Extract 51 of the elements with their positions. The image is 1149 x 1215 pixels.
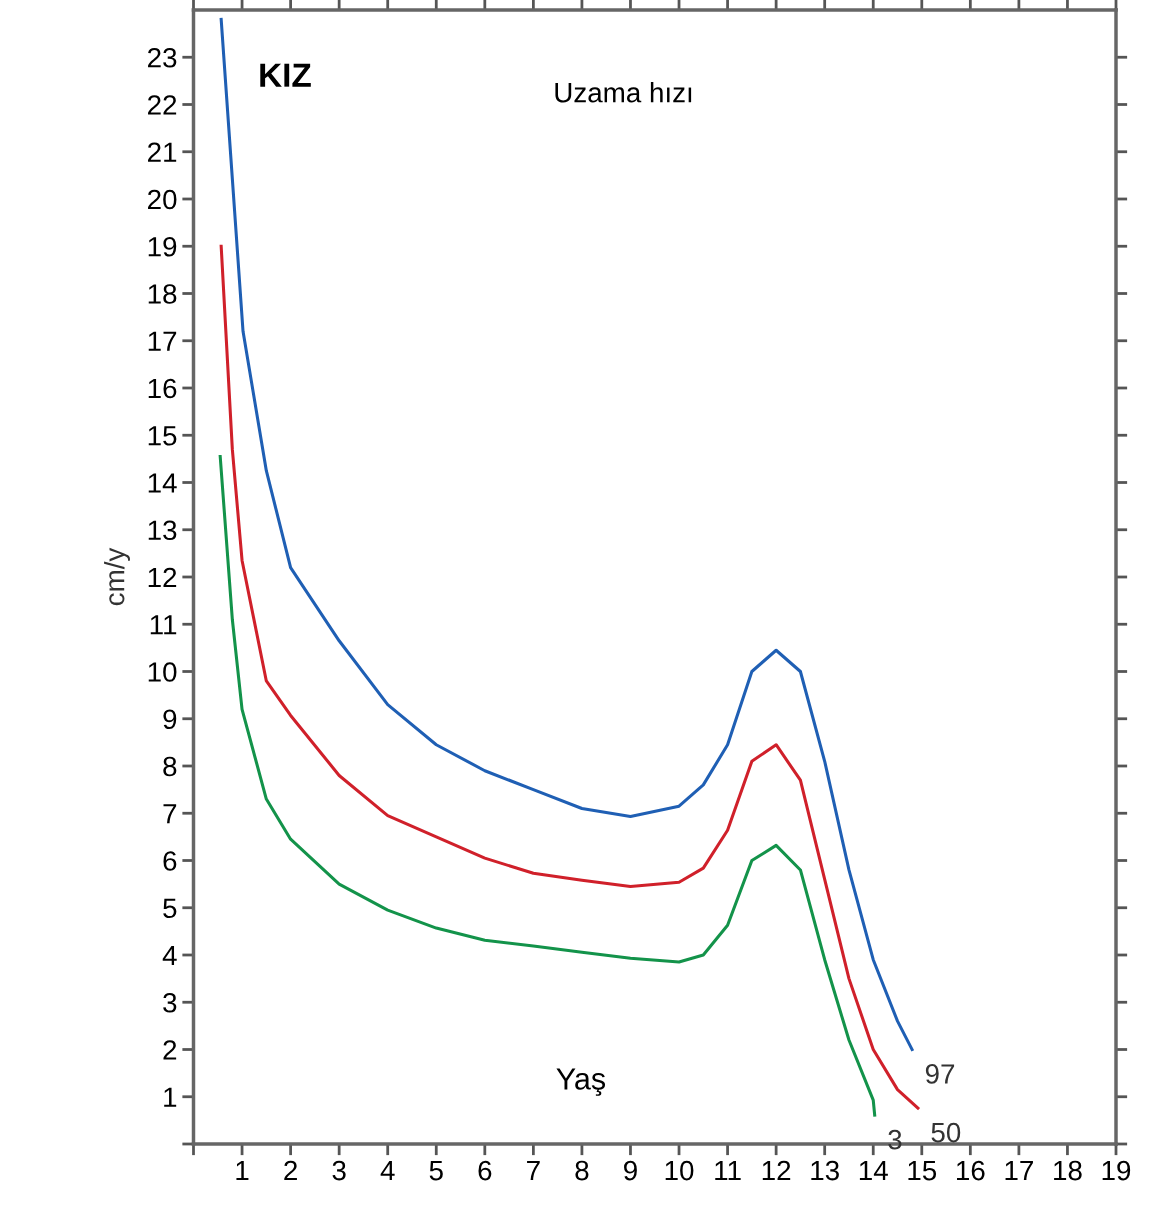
y-tick-label: 4 [162, 945, 177, 966]
y-tick-label: 2 [163, 1040, 177, 1060]
y-tick-label: 5 [163, 898, 177, 919]
line-series [218, 454, 877, 1117]
y-tick-label: 23 [148, 47, 177, 68]
x-tick-label: 4 [380, 1160, 395, 1181]
x-tick-label: 5 [429, 1160, 443, 1181]
line-series [219, 244, 920, 1110]
x-tick-label: 1 [236, 1160, 249, 1181]
x-tick-label: 9 [624, 1160, 637, 1181]
y-tick-label: 16 [148, 378, 177, 399]
y-axis-title: cm/y [104, 547, 130, 606]
x-tick-label: 10 [665, 1160, 694, 1181]
x-tick-label: 18 [1054, 1160, 1082, 1181]
x-tick-label: 19 [1102, 1160, 1131, 1181]
x-tick-label: 6 [478, 1160, 492, 1181]
y-tick-label: 1 [164, 1087, 177, 1107]
x-tick-label: 2 [284, 1160, 297, 1181]
x-tick-label: 3 [332, 1160, 346, 1181]
y-tick-label: 7 [163, 804, 177, 824]
y-tick-label: 18 [148, 284, 177, 304]
series-label: 97 [925, 1064, 955, 1084]
y-tick-label: 19 [148, 236, 177, 257]
x-tick-label: 13 [811, 1160, 839, 1181]
y-tick-label: 8 [163, 756, 177, 777]
x-tick-label: 11 [715, 1160, 741, 1181]
y-tick-label: 10 [148, 662, 177, 682]
x-tick-label: 17 [1005, 1160, 1033, 1181]
y-tick-label: 22 [148, 95, 177, 115]
text: Uzama hızı [555, 82, 692, 103]
y-tick-label: 17 [148, 331, 177, 351]
x-tick-label: 14 [859, 1160, 888, 1181]
y-tick-label: 14 [148, 473, 177, 493]
x-tick-label: 7 [527, 1160, 540, 1181]
y-tick-label: 21 [148, 142, 177, 162]
y-tick-label: 6 [163, 851, 177, 871]
y-tick-label: 3 [163, 992, 177, 1013]
text: KIZ [260, 63, 311, 87]
y-tick-label: 20 [148, 189, 177, 210]
x-tick-label: 8 [575, 1160, 589, 1181]
x-tick-label: 15 [908, 1160, 937, 1181]
y-tick-label: 13 [148, 520, 177, 541]
x-axis-title: Yaş [556, 1068, 606, 1096]
x-tick-label: 12 [762, 1160, 791, 1181]
y-tick-label: 15 [148, 426, 177, 446]
series-label: 50 [931, 1122, 961, 1143]
x-tick-label: 16 [957, 1160, 985, 1181]
line-series [219, 17, 914, 1052]
y-tick-label: 11 [150, 615, 177, 635]
y-tick-label: 12 [148, 567, 177, 588]
y-tick-label: 9 [163, 709, 177, 730]
